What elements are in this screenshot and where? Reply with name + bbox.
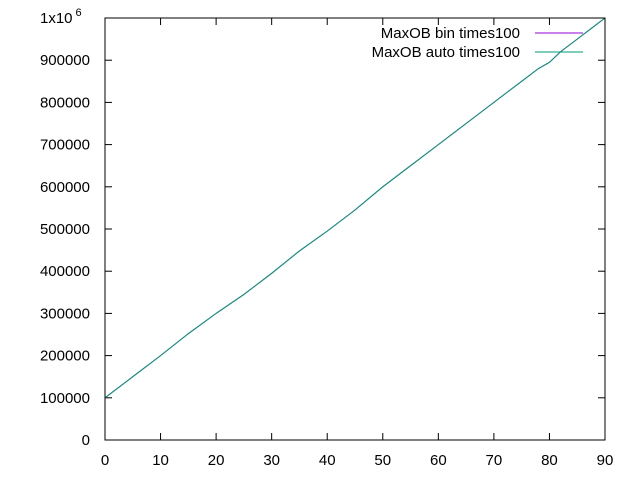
y-tick-label-top-base: 1x10 (40, 10, 73, 27)
y-tick-label: 500000 (40, 221, 90, 238)
x-tick-label: 40 (319, 452, 336, 469)
series-layer (104, 17, 606, 399)
x-tick-label: 80 (541, 452, 558, 469)
y-tick-label: 200000 (40, 348, 90, 365)
y-tick-label: 800000 (40, 94, 90, 111)
y-tick-label: 0 (82, 432, 90, 449)
y-tick-label: 900000 (40, 52, 90, 69)
x-tick-label: 90 (597, 452, 614, 469)
x-tick-label: 50 (374, 452, 391, 469)
x-tick-label: 0 (101, 452, 109, 469)
plot-frame (104, 17, 606, 441)
x-tick-label: 60 (430, 452, 447, 469)
y-tick-label: 600000 (40, 179, 90, 196)
ticks-layer: 0 10 20 30 40 50 60 70 80 90 0 100000 200000 300000 40… (40, 7, 613, 469)
y-tick-label: 700000 (40, 137, 90, 154)
y-tick-label: 400000 (40, 263, 90, 280)
legend-label: MaxOB bin times100 (381, 25, 520, 42)
legend-label: MaxOB auto times100 (372, 44, 520, 61)
y-tick-label: 300000 (40, 305, 90, 322)
x-tick-label: 20 (208, 452, 225, 469)
legend: MaxOB bin times100 MaxOB auto times100 (372, 25, 583, 61)
x-tick-label: 10 (152, 452, 169, 469)
x-tick-label: 30 (263, 452, 280, 469)
y-tick-label: 100000 (40, 390, 90, 407)
series-line-2 (104, 17, 606, 399)
x-tick-label: 70 (486, 452, 503, 469)
y-tick-label-top-exponent: 6 (76, 7, 82, 19)
y-tick-label-top: 1x10 6 (40, 7, 82, 27)
